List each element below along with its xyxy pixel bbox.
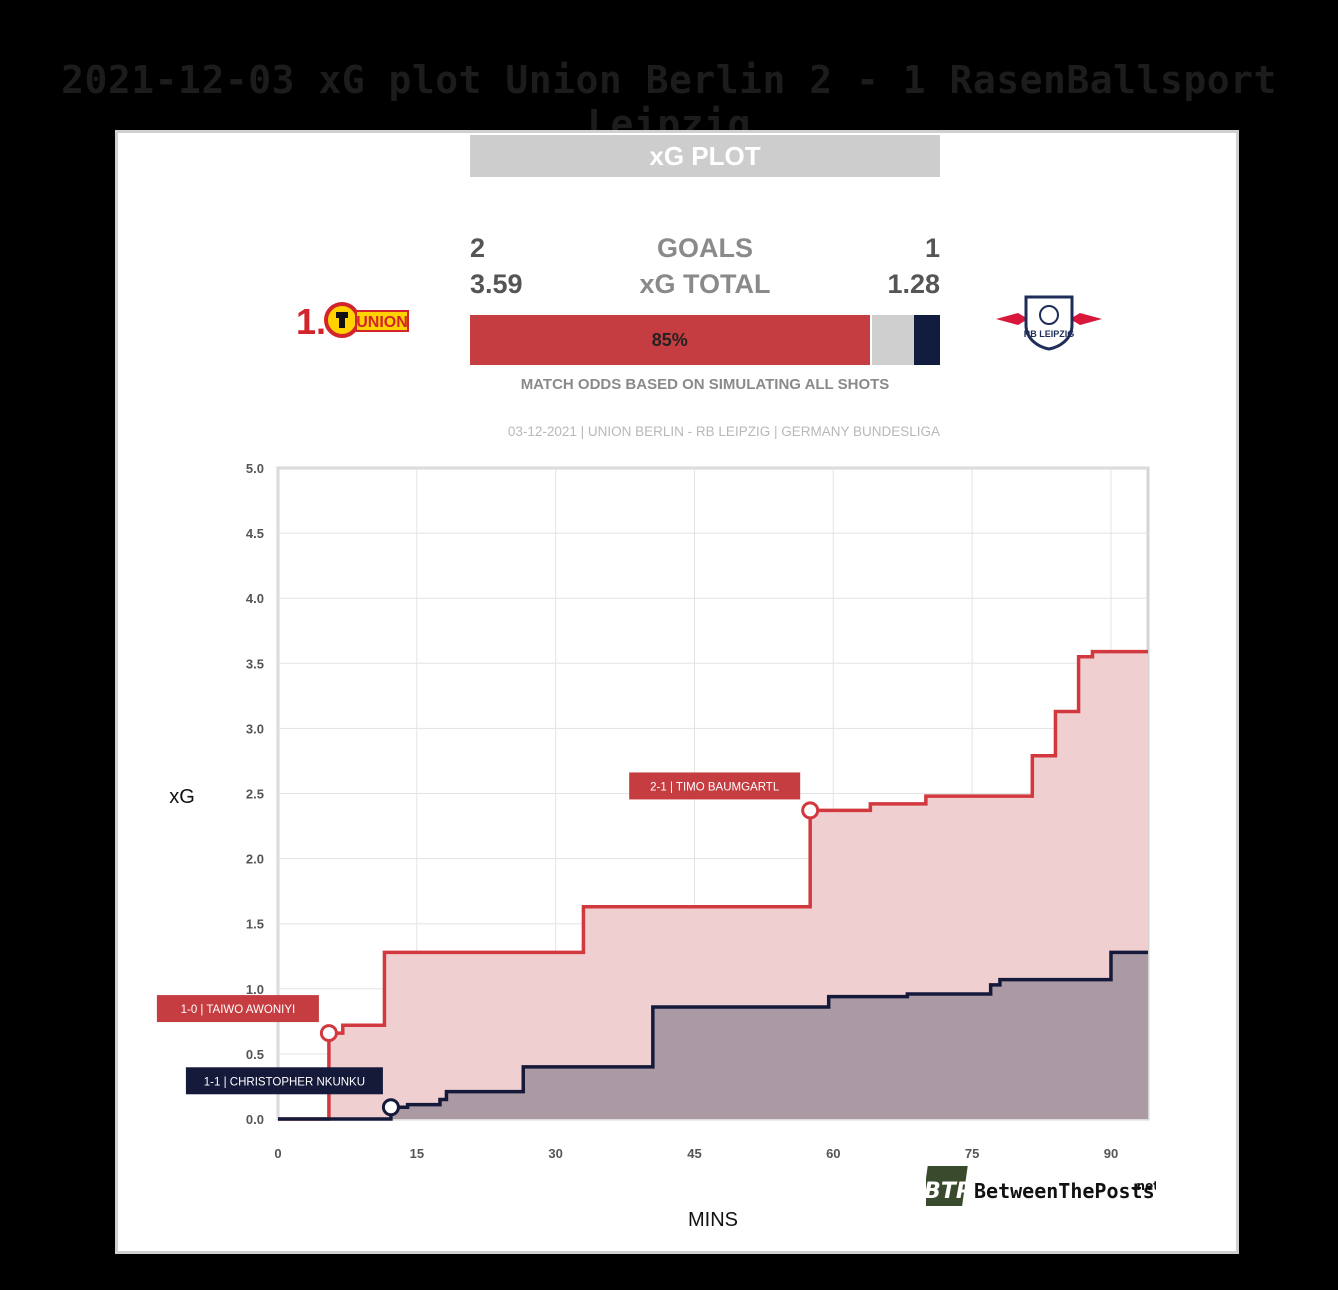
x-tick-label: 75 (965, 1146, 979, 1161)
svg-text:RB LEIPZIG: RB LEIPZIG (1024, 329, 1075, 339)
xg-chart: 0.0 0.5 1.0 1.5 2.0 2.5 3.0 3.5 4.0 4.5 5.0 0 15 30 45… (156, 461, 1150, 1231)
away-xg-total: 1.28 (887, 269, 940, 299)
goal-label-box (629, 772, 801, 800)
y-tick-label: 2.5 (246, 787, 264, 802)
away-goals: 1 (924, 233, 940, 263)
goal-marker (319, 1024, 338, 1043)
goal-label-box (185, 1067, 383, 1095)
match-odds-bar: 85% (470, 315, 940, 365)
brand-name: BetweenThePosts (974, 1179, 1155, 1203)
goal-label: 2-1 | TIMO BAUMGARTL (650, 781, 780, 793)
goal-label-box (156, 995, 319, 1023)
draw-odds (871, 315, 915, 365)
odds-caption: MATCH ODDS BASED ON SIMULATING ALL SHOTS (520, 376, 890, 393)
goal-marker (801, 801, 820, 820)
home-xg-line (278, 649, 1148, 1121)
away-xg-line (278, 950, 1148, 1121)
y-tick-label: 3.5 (246, 656, 264, 671)
brand-mark: BTP (926, 1179, 972, 1204)
plot-header: xG PLOT (470, 135, 940, 177)
y-tick-label: 0.0 (246, 1112, 264, 1127)
union-berlin-logo: 1. UNION (296, 298, 410, 340)
x-tick-label: 60 (826, 1146, 840, 1161)
y-tick-label: 4.5 (246, 526, 264, 541)
x-tick-label: 45 (687, 1146, 701, 1161)
betweentheposts-logo: BTP BetweenThePosts .net (926, 1166, 1156, 1206)
goal-label: 1-0 | TAIWO AWONIYI (181, 1004, 296, 1016)
y-tick-label: 4.0 (246, 591, 264, 606)
y-axis-label: xG (169, 786, 195, 808)
goal-label: 1-1 | CHRISTOPHER NKUNKU (204, 1076, 365, 1088)
svg-text:UNION: UNION (356, 314, 408, 331)
rb-leipzig-logo: RB LEIPZIG (996, 295, 1102, 351)
y-tick-label: 5.0 (246, 461, 264, 476)
y-tick-label: 3.0 (246, 721, 264, 736)
xg-total-label: xG TOTAL (639, 269, 771, 299)
home-win-odds: 85% (470, 315, 870, 365)
home-xg-total: 3.59 (470, 269, 523, 299)
xg-plot-panel: xG PLOT 2 GOALS 1 3.59 xG TOTAL 1.28 1. … (115, 130, 1239, 1254)
x-tick-label: 90 (1104, 1146, 1118, 1161)
page-title: 2021-12-03 xG plot Union Berlin 2 - 1 Ra… (61, 58, 1277, 146)
x-tick-label: 30 (548, 1146, 562, 1161)
goal-marker (381, 1098, 400, 1117)
home-goals: 2 (470, 233, 486, 263)
y-tick-label: 0.5 (246, 1047, 264, 1062)
brand-suffix: .net (1132, 1179, 1156, 1193)
away-win-odds (914, 315, 940, 365)
x-tick-label: 0 (274, 1146, 281, 1161)
y-tick-label: 1.5 (246, 917, 264, 932)
x-tick-label: 15 (410, 1146, 424, 1161)
goals-label: GOALS (656, 233, 753, 263)
y-tick-label: 2.0 (246, 852, 264, 867)
match-info: 03-12-2021 | UNION BERLIN - RB LEIPZIG |… (507, 424, 940, 439)
svg-text:1.: 1. (296, 301, 326, 340)
y-tick-label: 1.0 (246, 982, 264, 997)
x-axis-label: MINS (688, 1209, 738, 1231)
